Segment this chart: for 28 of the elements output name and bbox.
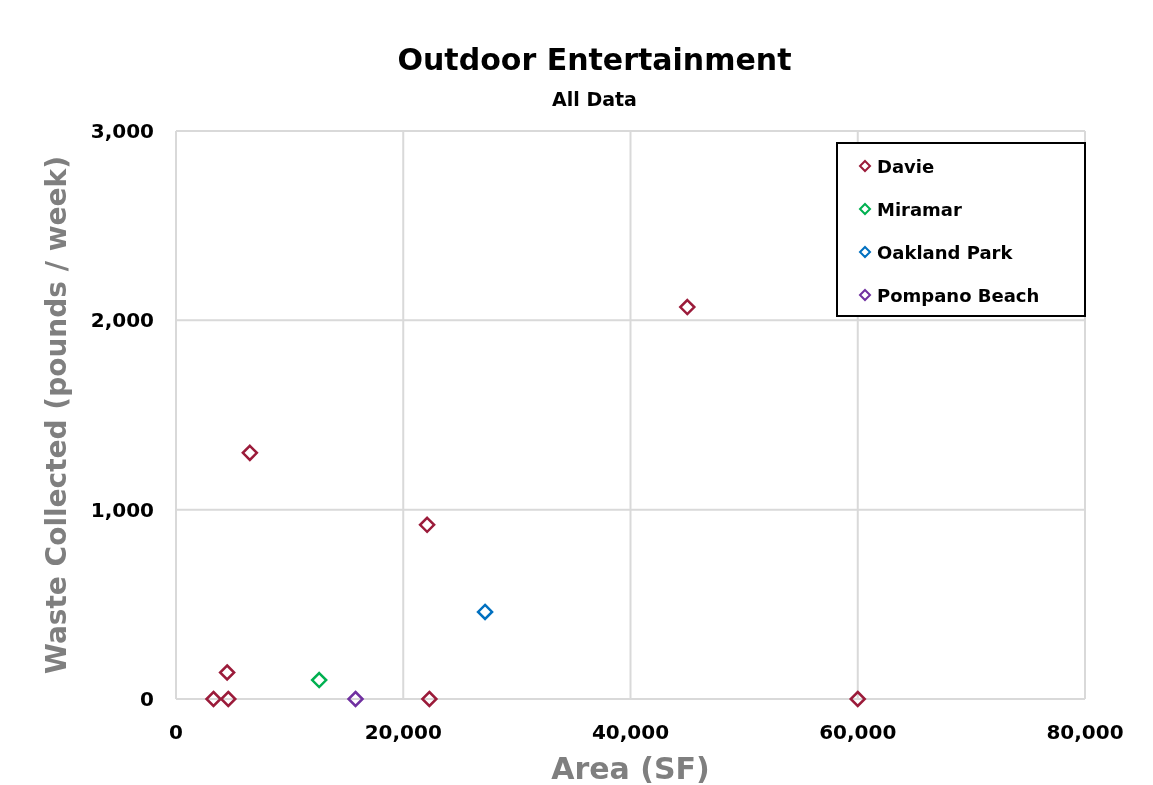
point — [310, 671, 328, 689]
point — [218, 664, 236, 681]
y-tick-label: 1,000 — [90, 497, 154, 522]
x-tick-label: 40,000 — [591, 720, 670, 744]
point — [347, 690, 364, 708]
point — [241, 444, 259, 462]
legend-label: Miramar — [877, 199, 963, 220]
point — [418, 516, 436, 534]
x-tick-label: 20,000 — [364, 720, 442, 744]
y-axis-title: Waste Collected (pounds / week) — [40, 156, 73, 674]
legend-label: Pompano Beach — [877, 285, 1040, 306]
y-tick-label: 3,000 — [90, 119, 154, 143]
x-tick-label: 80,000 — [1046, 720, 1124, 744]
x-tick-label: 0 — [169, 720, 183, 744]
legend-label: Oakland Park — [877, 242, 1014, 263]
y-tick-label: 0 — [140, 687, 154, 711]
chart-subtitle: All Data — [552, 88, 637, 110]
x-axis-title: Area (SF) — [551, 751, 710, 785]
legend-label: Davie — [877, 156, 935, 177]
x-tick-label: 60,000 — [819, 720, 897, 744]
point — [421, 690, 438, 708]
point — [220, 690, 237, 708]
point — [205, 690, 222, 708]
point — [476, 603, 494, 621]
point — [849, 690, 866, 708]
point — [679, 298, 696, 316]
y-tick-label: 2,000 — [90, 308, 154, 333]
chart-title: Outdoor Entertainment — [397, 42, 792, 77]
